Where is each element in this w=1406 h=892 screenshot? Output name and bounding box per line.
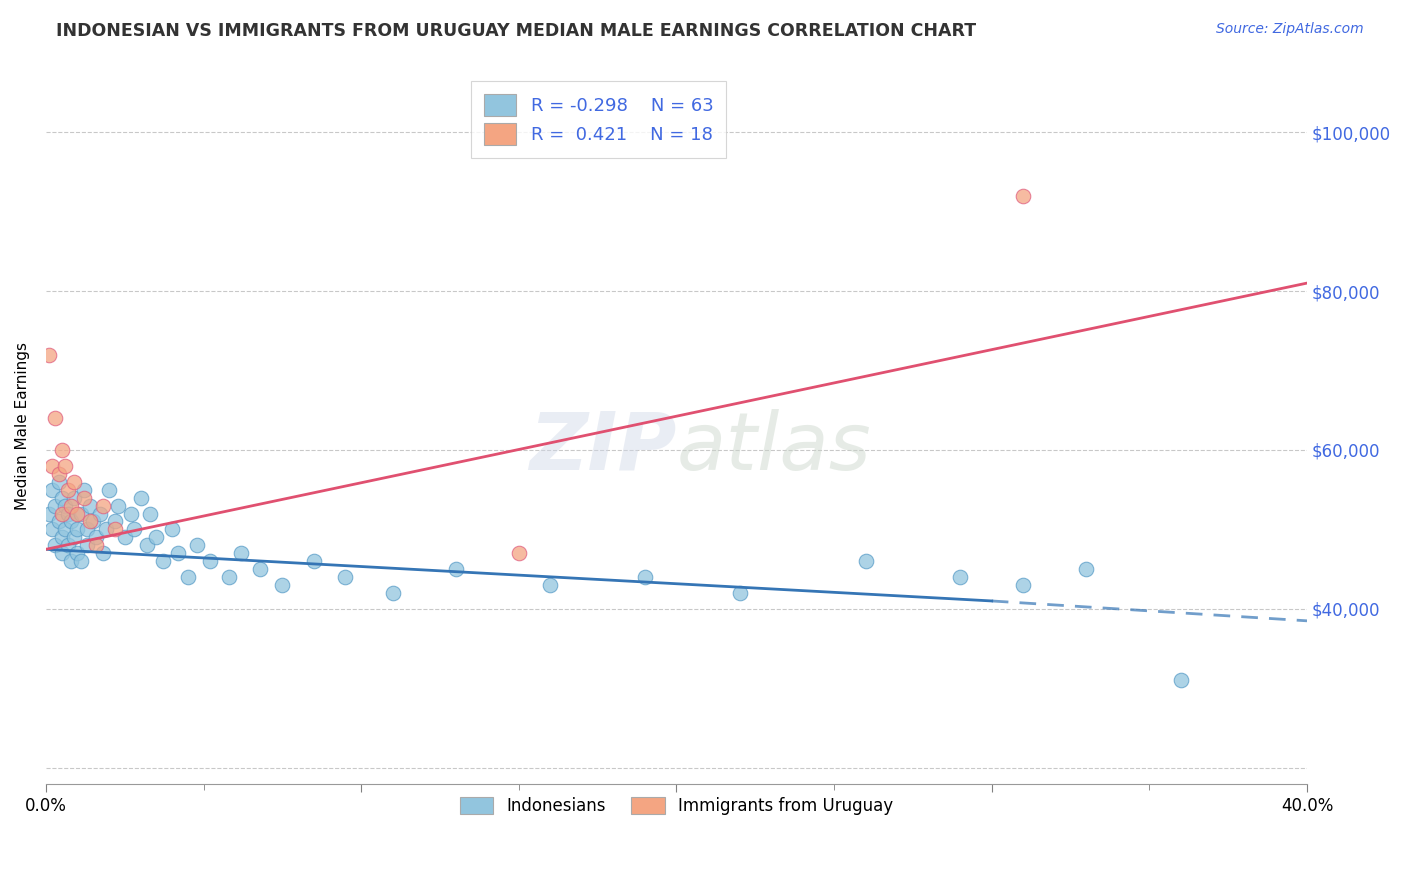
Text: INDONESIAN VS IMMIGRANTS FROM URUGUAY MEDIAN MALE EARNINGS CORRELATION CHART: INDONESIAN VS IMMIGRANTS FROM URUGUAY ME…: [56, 22, 976, 40]
Point: [145, 530, 167, 544]
Point: [271, 578, 294, 592]
Point: [41, 483, 63, 497]
Point: [86, 530, 108, 544]
Point: [66, 507, 89, 521]
Legend: Indonesians, Immigrants from Uruguay: Indonesians, Immigrants from Uruguay: [450, 788, 903, 825]
Point: [51, 491, 73, 505]
Point: [51, 442, 73, 457]
Point: [94, 523, 117, 537]
Point: [107, 499, 129, 513]
Point: [129, 491, 152, 505]
Point: [63, 530, 86, 544]
Point: [53, 499, 76, 513]
Point: [82, 515, 104, 529]
Point: [41, 523, 63, 537]
Point: [76, 538, 98, 552]
Point: [198, 554, 221, 568]
Point: [79, 499, 101, 513]
Text: atlas: atlas: [676, 409, 872, 486]
Point: [444, 562, 467, 576]
Point: [51, 546, 73, 560]
Point: [634, 570, 657, 584]
Point: [38, 348, 60, 362]
Point: [91, 546, 114, 560]
Point: [152, 554, 174, 568]
Point: [38, 507, 60, 521]
Point: [79, 515, 101, 529]
Point: [56, 507, 79, 521]
Point: [1012, 188, 1035, 202]
Point: [160, 523, 183, 537]
Point: [98, 483, 121, 497]
Point: [60, 499, 83, 513]
Point: [1170, 673, 1192, 688]
Point: [114, 530, 136, 544]
Point: [44, 538, 66, 552]
Point: [538, 578, 561, 592]
Point: [167, 546, 190, 560]
Point: [66, 546, 89, 560]
Point: [51, 530, 73, 544]
Point: [728, 586, 751, 600]
Point: [63, 491, 86, 505]
Point: [218, 570, 240, 584]
Point: [177, 570, 200, 584]
Point: [63, 475, 86, 489]
Point: [73, 491, 96, 505]
Point: [104, 515, 127, 529]
Point: [48, 475, 70, 489]
Point: [60, 515, 83, 529]
Point: [104, 523, 127, 537]
Text: Source: ZipAtlas.com: Source: ZipAtlas.com: [1216, 22, 1364, 37]
Point: [1076, 562, 1098, 576]
Point: [44, 499, 66, 513]
Point: [186, 538, 208, 552]
Point: [48, 515, 70, 529]
Point: [335, 570, 357, 584]
Point: [949, 570, 972, 584]
Point: [73, 483, 96, 497]
Point: [855, 554, 877, 568]
Point: [249, 562, 271, 576]
Point: [51, 507, 73, 521]
Text: ZIP: ZIP: [529, 409, 676, 486]
Point: [302, 554, 325, 568]
Point: [135, 538, 157, 552]
Point: [48, 467, 70, 481]
Point: [86, 538, 108, 552]
Y-axis label: Median Male Earnings: Median Male Earnings: [15, 343, 30, 510]
Point: [1012, 578, 1035, 592]
Point: [120, 507, 142, 521]
Point: [53, 458, 76, 473]
Point: [56, 483, 79, 497]
Point: [69, 554, 91, 568]
Point: [122, 523, 145, 537]
Point: [76, 523, 98, 537]
Point: [381, 586, 404, 600]
Point: [231, 546, 253, 560]
Point: [69, 507, 91, 521]
Point: [508, 546, 530, 560]
Point: [44, 411, 66, 425]
Point: [53, 523, 76, 537]
Point: [60, 554, 83, 568]
Point: [139, 507, 162, 521]
Point: [41, 458, 63, 473]
Point: [56, 538, 79, 552]
Point: [91, 499, 114, 513]
Point: [89, 507, 111, 521]
Point: [66, 523, 89, 537]
